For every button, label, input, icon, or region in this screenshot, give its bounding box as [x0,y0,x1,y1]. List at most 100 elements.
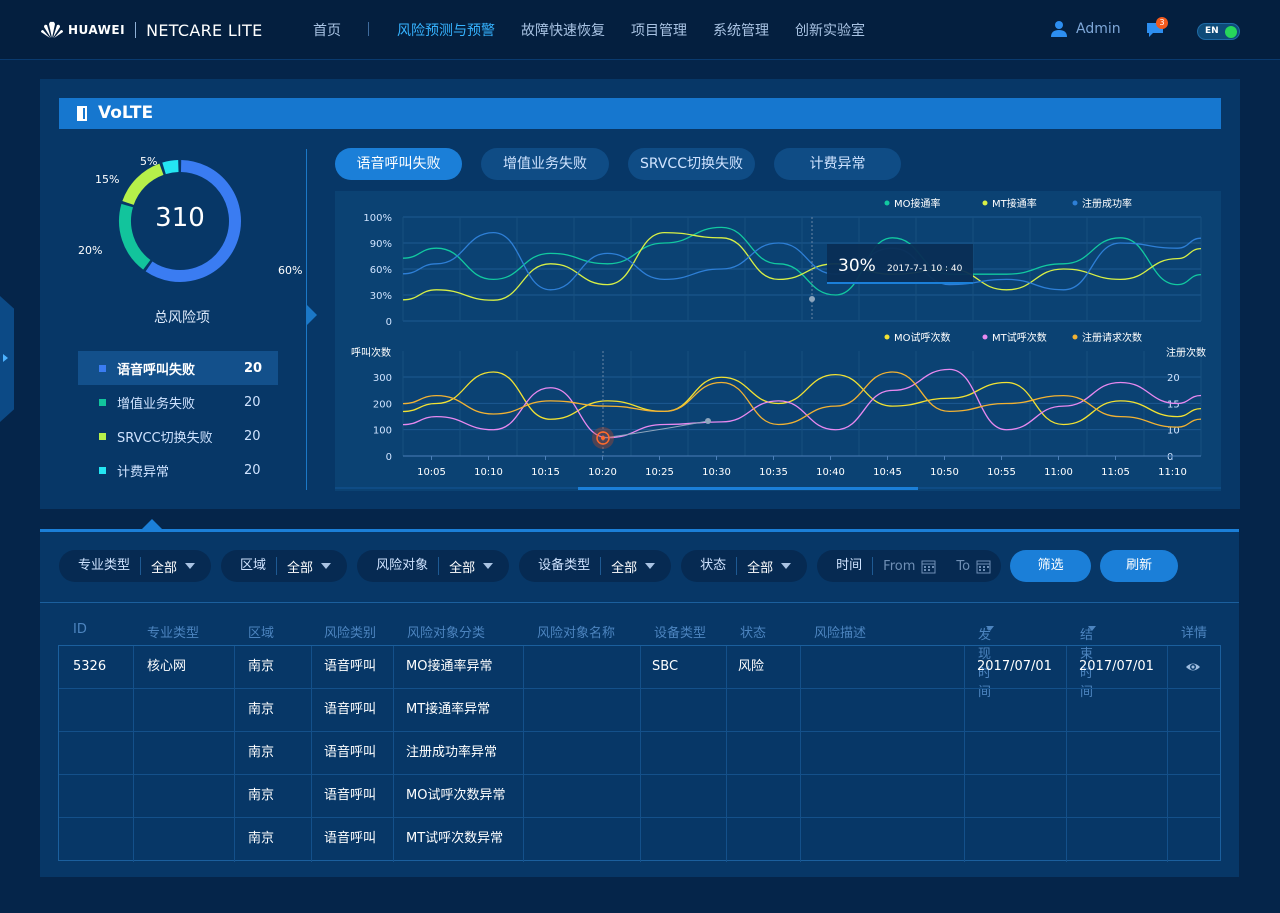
to-date-input[interactable]: To [956,558,971,574]
filter-label: 设备类型 [519,557,602,575]
from-date-input[interactable]: From [883,558,916,574]
chevron-down-icon [781,563,792,569]
filter-status[interactable]: 状态 全部 [681,550,808,582]
cell-status: 风险 [738,659,765,674]
calendar-icon[interactable] [976,559,991,574]
highlight-connector [602,420,709,439]
nav-risk-prediction[interactable]: 风险预测与预警 [397,23,495,39]
col-divider [1167,646,1168,862]
tooltip-point [809,296,815,302]
category-vas-failure[interactable]: 增值业务失败 20 [78,385,278,419]
cell-risk-object-class: 注册成功率异常 [406,745,498,760]
table-row[interactable]: 5326 核心网 南京 语音呼叫 MO接通率异常 SBC 风险 2017/07/01 2017/… [59,646,1220,689]
x-tick-label: 10:40 [816,467,845,478]
x-tick-label: 10:15 [531,467,560,478]
filter-region[interactable]: 区域 全部 [221,550,348,582]
nav-system-management[interactable]: 系统管理 [713,23,769,39]
refresh-button[interactable]: 刷新 [1100,550,1179,582]
tab-vas-failure[interactable]: 增值业务失败 [481,148,609,180]
col-found-time[interactable]: 发现时间 [978,622,994,700]
nav-home[interactable]: 首页 [300,20,369,40]
cell-end-time: 2017/07/01 [1079,659,1154,674]
filter-button[interactable]: 筛选 [1010,550,1092,582]
col-end-time[interactable]: 结束时间 [1080,622,1096,700]
tab-voice-call-failure[interactable]: 语音呼叫失败 [335,148,462,180]
y-tick-label: 100% [363,213,392,224]
total-risk-label: 总风险项 [154,310,210,326]
filter-risk-object[interactable]: 风险对象 全部 [357,550,510,582]
x-tick-label: 10:10 [474,467,503,478]
category-billing-anomaly[interactable]: 计费异常 20 [78,453,278,487]
x-tick-label: 10:20 [588,467,617,478]
category-label: 增值业务失败 [117,396,196,412]
language-label: EN [1205,26,1219,36]
messages-button[interactable]: 3 [1146,17,1168,40]
cell-region: 南京 [248,659,275,674]
highlight-point [705,418,711,424]
donut-segment-voice [145,160,241,282]
table-row[interactable]: 南京 语音呼叫 MT试呼次数异常 [59,818,1220,861]
filter-value: 全部 [747,560,774,576]
legend-dot [884,200,890,206]
cell-risk-object-class: MT接通率异常 [406,702,491,717]
nav-innovation-lab[interactable]: 创新实验室 [795,23,865,39]
y2-tick-label: 10 [1167,426,1180,437]
risk-category-list: 语音呼叫失败 20 增值业务失败 20 SRVCC切换失败 20 计费异常 20 [78,351,278,487]
series-line-2 [402,371,1202,428]
panel-title: VoLTE [98,103,154,123]
filter-value: 全部 [287,560,314,576]
y-tick-label: 90% [370,239,392,250]
filter-divider [40,602,1239,603]
category-tabs: 语音呼叫失败 增值业务失败 SRVCC切换失败 计费异常 [335,148,920,180]
donut-label-5: 5% [140,155,158,168]
tooltip-underline [827,282,973,284]
y2-tick-label: 20 [1167,373,1180,384]
col-divider [726,646,727,862]
brand-name: HUAWEI [68,23,126,37]
logo[interactable]: HUAWEI NETCARE LITE [40,18,263,42]
col-id: ID [73,622,87,637]
col-details: 详情 [1181,626,1208,641]
col-divider [311,646,312,862]
x-tick-label: 11:00 [1044,467,1073,478]
cell-region: 南京 [248,831,275,846]
filter-label: 专业类型 [59,557,142,575]
toggle-knob [1225,26,1237,38]
donut-segment-srvcc [122,163,164,206]
category-label: 语音呼叫失败 [117,362,196,378]
col-major-type: 专业类型 [147,626,200,641]
x-tick-label: 10:55 [987,467,1016,478]
col-divider [640,646,641,862]
y-tick-label: 300 [373,373,392,384]
tab-srvcc-failure[interactable]: SRVCC切换失败 [628,148,755,180]
view-details-eye-icon[interactable] [1185,660,1201,674]
side-drawer-tab[interactable] [0,296,14,422]
col-device-type: 设备类型 [654,626,707,641]
legend-dot [884,334,890,340]
category-voice-call-failure[interactable]: 语音呼叫失败 20 [78,351,278,385]
calendar-icon[interactable] [921,559,936,574]
nav-fault-recovery[interactable]: 故障快速恢复 [521,23,605,39]
y-tick-label: 60% [370,265,392,276]
nav-project-management[interactable]: 项目管理 [631,23,687,39]
tab-billing-anomaly[interactable]: 计费异常 [774,148,901,180]
table-row[interactable]: 南京 语音呼叫 MT接通率异常 [59,689,1220,732]
user-menu[interactable]: Admin [1050,20,1121,38]
donut-label-20: 20% [78,244,103,257]
cell-risk-category: 语音呼叫 [324,702,377,717]
x-tick-label: 10:35 [759,467,788,478]
x-tick-label: 10:25 [645,467,674,478]
table-row[interactable]: 南京 语音呼叫 MO试呼次数异常 [59,775,1220,818]
donut-segment-billing [162,160,179,175]
filter-time[interactable]: 时间 From To [817,550,1002,582]
x-tick-label: 11:10 [1158,467,1187,478]
y-axis-label: 呼叫次数 [351,346,391,359]
language-toggle[interactable]: EN [1197,23,1240,40]
category-srvcc-failure[interactable]: SRVCC切换失败 20 [78,419,278,453]
table-row[interactable]: 南京 语音呼叫 注册成功率异常 [59,732,1220,775]
legend-label: MT试呼次数 [992,331,1047,344]
filter-major-type[interactable]: 专业类型 全部 [59,550,212,582]
filter-device-type[interactable]: 设备类型 全部 [519,550,672,582]
col-region: 区域 [248,626,275,641]
cell-risk-object-class: MO试呼次数异常 [406,788,506,803]
